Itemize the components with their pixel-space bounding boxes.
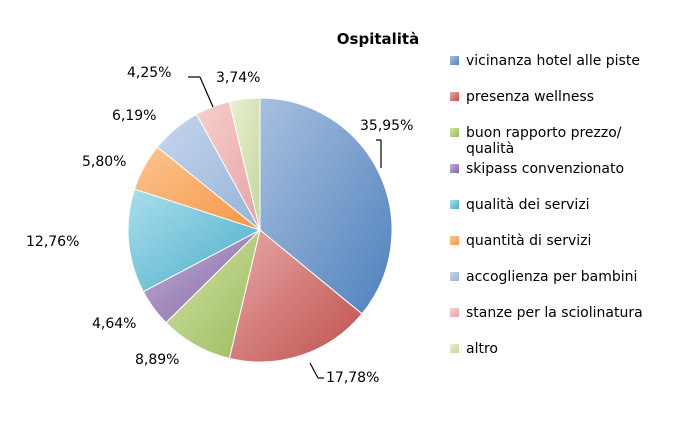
legend-swatch (450, 164, 459, 173)
legend-label: buon rapporto prezzo/qualità (466, 125, 622, 157)
legend-swatch (450, 236, 459, 245)
data-label-skipass-convenzionato: 4,64% (92, 316, 136, 332)
legend-item-accoglienza-per-bambini: accoglienza per bambini (450, 269, 637, 285)
legend-label: qualità dei servizi (466, 197, 590, 213)
legend-label: altro (466, 341, 498, 357)
legend-swatch (450, 308, 459, 317)
legend-label: quantità di servizi (466, 233, 591, 249)
data-label-accoglienza-per-bambini: 6,19% (112, 108, 156, 124)
legend-item-qualit-dei-servizi: qualità dei servizi (450, 197, 590, 213)
data-label-presenza-wellness: 17,78% (326, 370, 379, 386)
pie-slice-presenza-wellness (228, 229, 363, 363)
leader-line-presenza-wellness (309, 362, 319, 379)
data-labels: 35,95% 17,78% 8,89% 4,64% 12,76% 5,80% 6,19% 4,… (26, 65, 413, 386)
legend-item-buon-rapporto-prezzo-qualit: buon rapporto prezzo/qualità (450, 125, 622, 157)
data-label-vicinanza-hotel-alle-piste: 35,95% (360, 118, 413, 134)
data-label-qualit-dei-servizi: 12,76% (26, 234, 79, 250)
legend-swatch (450, 200, 459, 209)
legend-swatch (450, 128, 459, 137)
legend-swatch (450, 344, 459, 353)
data-label-stanze-per-la-sciolinatura: 4,25% (127, 65, 171, 81)
legend-label: skipass convenzionato (466, 161, 624, 177)
legend: vicinanza hotel alle piste presenza welln… (450, 53, 643, 357)
pie-slices (127, 97, 393, 363)
data-label-altro: 3,74% (216, 70, 260, 86)
data-label-quantit-di-servizi: 5,80% (82, 154, 126, 170)
legend-item-altro: altro (450, 341, 498, 357)
pie-slice-vicinanza-hotel-alle-piste (259, 97, 393, 315)
legend-swatch (450, 92, 459, 101)
leader-line-stanze-per-la-sciolinatura (199, 76, 214, 108)
legend-item-presenza-wellness: presenza wellness (450, 89, 594, 105)
data-label-buon-rapporto-prezzo-qualit: 8,89% (135, 352, 179, 368)
pie-slice-altro (228, 97, 261, 231)
legend-item-stanze-per-la-sciolinatura: stanze per la sciolinatura (450, 305, 643, 321)
legend-label: presenza wellness (466, 89, 594, 105)
legend-item-vicinanza-hotel-alle-piste: vicinanza hotel alle piste (450, 53, 640, 69)
label-leader-lines (188, 76, 382, 379)
legend-swatch (450, 272, 459, 281)
legend-label: stanze per la sciolinatura (466, 305, 643, 321)
legend-item-skipass-convenzionato: skipass convenzionato (450, 161, 624, 177)
pie-slice-qualit-dei-servizi (127, 188, 262, 293)
chart-title: Ospitalità (337, 30, 419, 48)
legend-label: vicinanza hotel alle piste (466, 53, 640, 69)
legend-swatch (450, 56, 459, 65)
legend-label: accoglienza per bambini (466, 269, 637, 285)
legend-item-quantit-di-servizi: quantità di servizi (450, 233, 591, 249)
